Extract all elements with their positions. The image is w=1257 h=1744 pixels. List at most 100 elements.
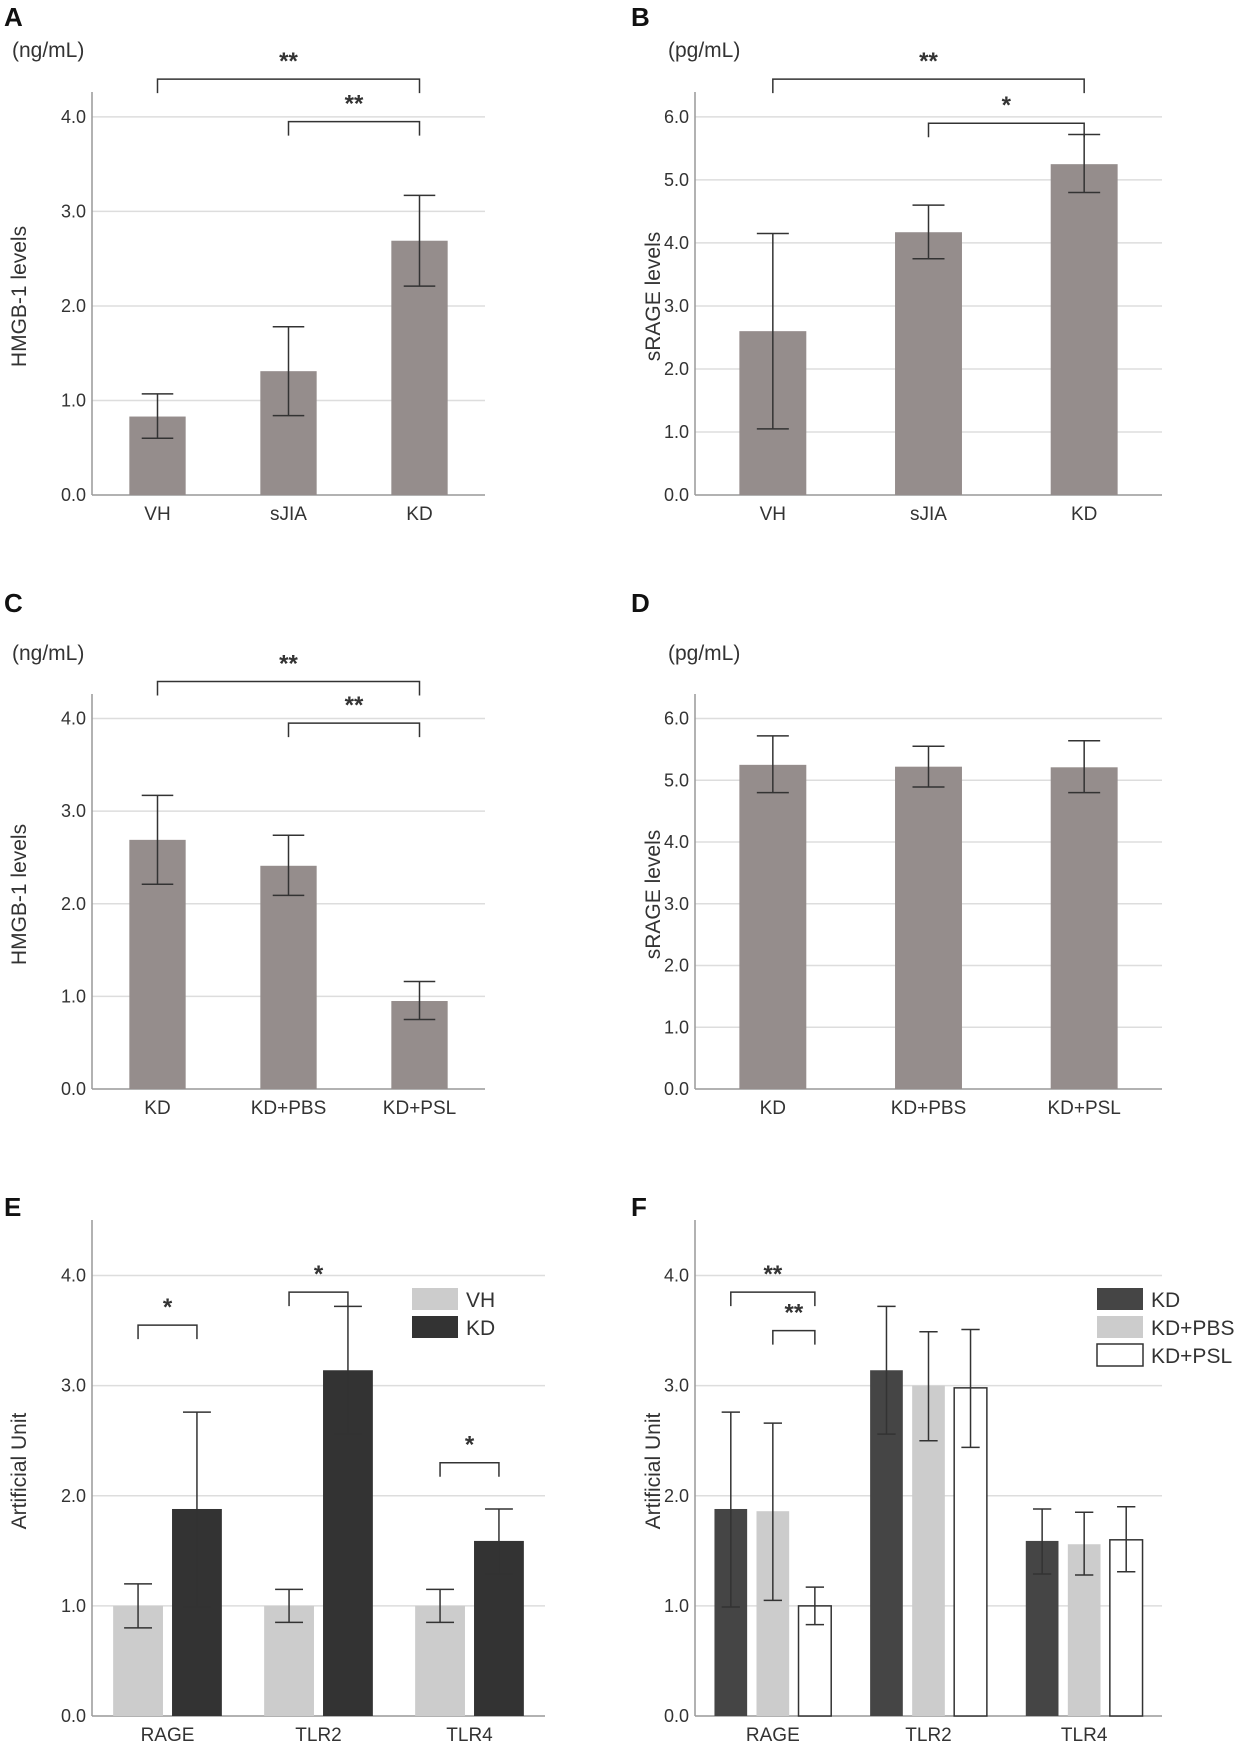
y-tick-label: 4.0 xyxy=(61,1266,86,1286)
y-tick-label: 3.0 xyxy=(664,1376,689,1396)
x-tick-label: RAGE xyxy=(141,1725,195,1744)
panel-label: E xyxy=(4,1192,21,1222)
significance-bracket xyxy=(439,1461,500,1477)
x-tick-label: KD xyxy=(406,504,432,525)
unit-label: (pg/mL) xyxy=(668,39,740,62)
y-tick-label: 4.0 xyxy=(61,709,86,729)
x-tick-label: KD+PSL xyxy=(1047,1098,1120,1119)
legend-label: KD+PBS xyxy=(1151,1317,1234,1340)
significance-label: ** xyxy=(763,1261,782,1288)
y-tick-label: 0.0 xyxy=(61,1079,86,1099)
x-tick-label: sJIA xyxy=(270,504,307,525)
y-tick-label: 2.0 xyxy=(61,1486,86,1506)
significance-bracket xyxy=(288,1291,349,1307)
y-tick-label: 5.0 xyxy=(664,770,689,790)
x-tick-label: VH xyxy=(144,504,170,525)
significance-label: * xyxy=(1002,92,1012,119)
y-axis-title: Artificial Unit xyxy=(8,1412,31,1529)
y-tick-label: 4.0 xyxy=(61,107,86,127)
panel-e: E Artificial Unit 0.0 1.0 2.0 3.0 4.0 RAGE TLR2 T… xyxy=(4,1192,545,1744)
y-tick-label: 0.0 xyxy=(664,1079,689,1099)
panel-label: B xyxy=(631,2,650,32)
significance-bracket xyxy=(137,1324,198,1340)
panel-label: F xyxy=(631,1192,647,1222)
legend-label: KD xyxy=(1151,1289,1180,1312)
x-tick-label: TLR4 xyxy=(1061,1725,1108,1744)
panel-label: D xyxy=(631,588,650,618)
y-tick-label: 4.0 xyxy=(664,233,689,253)
y-tick-label: 0.0 xyxy=(61,1706,86,1726)
y-tick-label: 4.0 xyxy=(664,1266,689,1286)
panel-label: C xyxy=(4,588,23,618)
panel-label: A xyxy=(4,2,23,32)
y-tick-label: 2.0 xyxy=(664,956,689,976)
x-tick-label: KD+PSL xyxy=(383,1098,456,1119)
y-axis-title: HMGB-1 levels xyxy=(8,824,31,965)
y-axis-title: sRAGE levels xyxy=(642,830,665,960)
significance-bracket xyxy=(156,78,421,94)
x-tick-label: TLR2 xyxy=(295,1725,341,1744)
significance-label: ** xyxy=(919,48,938,75)
x-tick-label: VH xyxy=(760,504,786,525)
y-tick-label: 2.0 xyxy=(664,359,689,379)
legend-label: KD xyxy=(466,1317,495,1340)
x-tick-label: RAGE xyxy=(746,1725,800,1744)
legend: KD KD+PBS KD+PSL xyxy=(1096,1288,1234,1368)
legend-swatch xyxy=(1096,1343,1144,1367)
y-tick-label: 2.0 xyxy=(61,894,86,914)
y-tick-label: 2.0 xyxy=(61,296,86,316)
y-axis-title: HMGB-1 levels xyxy=(8,226,31,367)
panel-d: D (pg/mL) sRAGE levels 0.0 1.0 2.0 3.0 4.0 5.0 6.… xyxy=(631,588,1162,1119)
significance-label: ** xyxy=(785,1300,804,1327)
significance-bracket xyxy=(730,1291,816,1307)
y-tick-label: 0.0 xyxy=(664,485,689,505)
y-tick-label: 1.0 xyxy=(61,1596,86,1616)
unit-label: (pg/mL) xyxy=(668,642,740,665)
y-tick-label: 3.0 xyxy=(61,801,86,821)
legend-swatch xyxy=(412,1288,458,1310)
y-tick-label: 6.0 xyxy=(664,709,689,729)
significance-bracket xyxy=(772,78,1085,94)
bar-kd xyxy=(1050,164,1118,495)
y-tick-label: 1.0 xyxy=(664,422,689,442)
x-tick-label: KD xyxy=(144,1098,170,1119)
bar-kd-pbs xyxy=(895,766,962,1089)
y-tick-label: 0.0 xyxy=(664,1706,689,1726)
significance-bracket xyxy=(156,680,421,696)
legend-label: KD+PSL xyxy=(1151,1345,1232,1368)
x-tick-label: TLR2 xyxy=(905,1725,951,1744)
y-tick-label: 5.0 xyxy=(664,170,689,190)
x-tick-label: KD+PBS xyxy=(891,1098,967,1119)
bar-sjia xyxy=(895,232,962,495)
panel-a: A (ng/mL) HMGB-1 levels 0.0 1.0 2.0 3.0 4.0 VH sJ… xyxy=(4,2,485,525)
x-tick-label: KD xyxy=(1071,504,1097,525)
panel-c: C (ng/mL) HMGB-1 levels 0.0 1.0 2.0 3.0 4.0 KD KD… xyxy=(4,588,485,1119)
y-axis-title: sRAGE levels xyxy=(642,232,665,362)
panel-b: B (pg/mL) sRAGE levels 0.0 1.0 2.0 3.0 4.0 5.0 6.… xyxy=(631,2,1162,525)
bar-kd-pbs xyxy=(260,865,317,1089)
legend-swatch xyxy=(412,1316,458,1338)
y-tick-label: 1.0 xyxy=(61,986,86,1006)
significance-bracket xyxy=(287,722,421,738)
y-tick-label: 6.0 xyxy=(664,107,689,127)
y-tick-label: 2.0 xyxy=(664,1486,689,1506)
significance-bracket xyxy=(927,122,1085,138)
significance-label: ** xyxy=(345,91,364,118)
significance-label: ** xyxy=(279,48,298,75)
significance-label: * xyxy=(163,1294,173,1321)
y-tick-label: 3.0 xyxy=(664,296,689,316)
significance-label: ** xyxy=(279,650,298,677)
panel-f: F Artificial Unit 0.0 1.0 2.0 3.0 4.0 RAGE TLR2 T… xyxy=(631,1192,1234,1744)
y-tick-label: 3.0 xyxy=(61,201,86,221)
significance-bracket xyxy=(287,120,421,136)
unit-label: (ng/mL) xyxy=(12,642,84,665)
legend-label: VH xyxy=(466,1289,495,1312)
legend: VH KD xyxy=(412,1288,495,1340)
y-tick-label: 0.0 xyxy=(61,485,86,505)
significance-label: ** xyxy=(345,692,364,719)
bar-kd-psl xyxy=(1050,767,1118,1089)
significance-bracket xyxy=(772,1329,816,1345)
y-tick-label: 3.0 xyxy=(664,894,689,914)
y-tick-label: 3.0 xyxy=(61,1376,86,1396)
